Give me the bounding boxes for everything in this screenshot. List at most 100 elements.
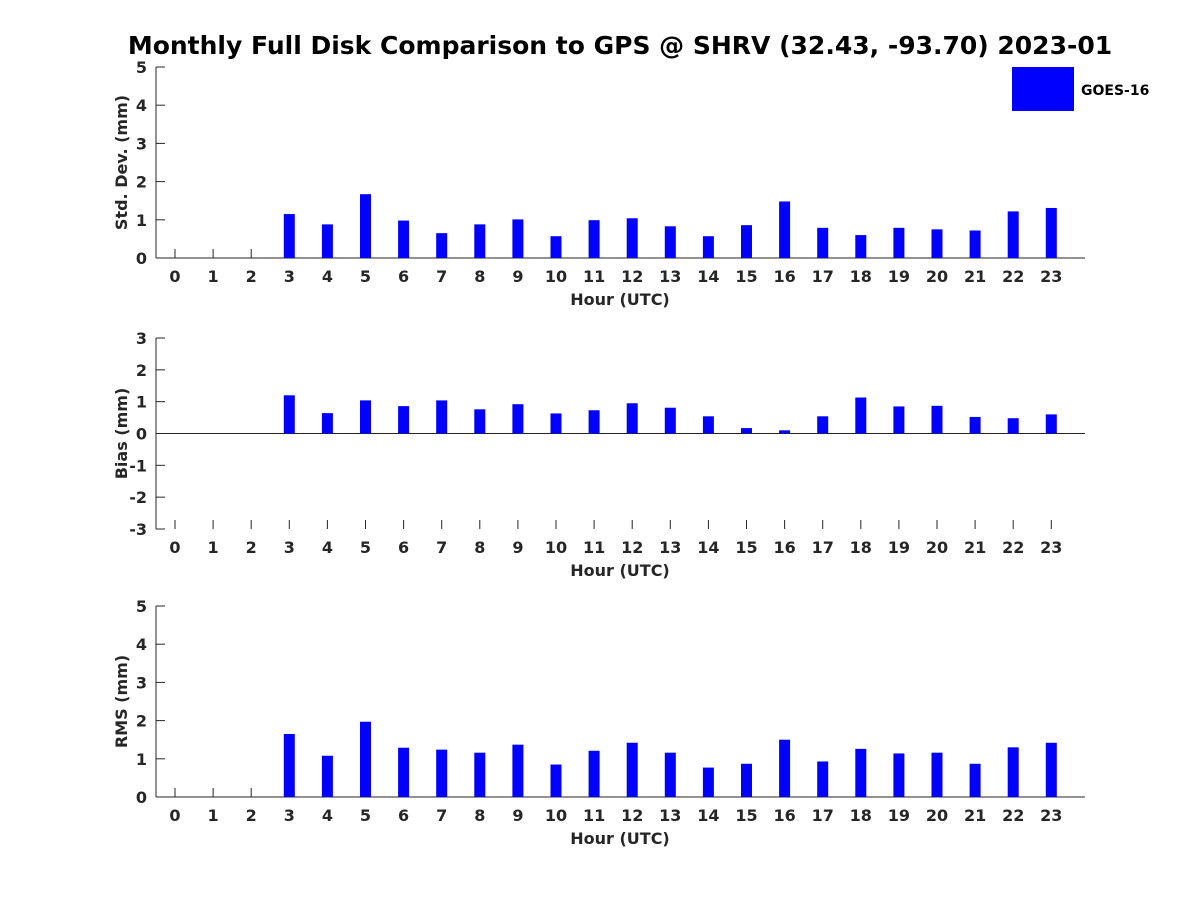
bar-hour-23 [1045,207,1057,258]
bar-hour-16 [779,430,791,434]
x-tick-label: 2 [246,267,257,286]
bar-hour-14 [702,236,714,258]
x-tick-label: 15 [735,806,757,825]
bar-hour-21 [969,763,981,797]
bar-hour-5 [360,721,371,797]
bar-hour-11 [588,410,600,434]
x-tick-label: 17 [812,538,834,557]
x-tick-label: 23 [1040,267,1062,286]
bar-hour-8 [474,752,486,797]
bar-hour-22 [1007,211,1019,258]
x-tick-label: 0 [169,538,180,557]
bar-hour-9 [512,404,524,434]
x-axis-label: Hour (UTC) [570,829,670,848]
x-tick-label: 18 [850,538,872,557]
y-tick-label: 2 [136,712,147,731]
x-tick-label: 23 [1040,538,1062,557]
bar-hour-7 [436,400,448,434]
x-tick-label: 15 [735,267,757,286]
bar-hour-18 [855,748,867,797]
bar-hour-4 [321,224,333,258]
x-tick-label: 3 [284,267,295,286]
x-tick-label: 6 [398,267,409,286]
x-tick-label: 13 [659,267,681,286]
figure-title: Monthly Full Disk Comparison to GPS @ SH… [128,31,1112,60]
x-tick-label: 5 [360,806,371,825]
y-tick-label: -1 [129,456,147,475]
x-tick-label: 22 [1002,267,1024,286]
x-tick-label: 1 [208,538,219,557]
y-tick-label: 0 [136,249,147,268]
bar-hour-11 [588,750,600,797]
x-tick-label: 3 [284,538,295,557]
y-axis-label: RMS (mm) [112,655,131,748]
x-tick-label: 6 [398,806,409,825]
x-tick-label: 14 [697,806,719,825]
bar-hour-17 [817,416,829,434]
y-tick-label: 4 [136,635,147,654]
x-tick-label: 13 [659,806,681,825]
x-tick-label: 3 [284,806,295,825]
x-tick-label: 4 [322,267,333,286]
x-tick-label: 2 [246,806,257,825]
x-tick-label: 21 [964,267,986,286]
y-axis-label: Std. Dev. (mm) [112,95,131,230]
bar-hour-20 [931,405,943,434]
bar-hour-18 [855,235,867,258]
bar-hour-6 [398,406,410,434]
x-tick-label: 16 [773,267,795,286]
x-tick-label: 7 [436,538,447,557]
y-tick-label: -3 [129,520,147,539]
bar-hour-22 [1007,418,1019,434]
y-tick-label: 4 [136,96,147,115]
bar-hour-9 [512,219,524,258]
x-tick-label: 1 [208,806,219,825]
x-tick-label: 22 [1002,806,1024,825]
x-tick-label: 18 [850,806,872,825]
bar-hour-3 [283,214,295,258]
x-tick-label: 15 [735,538,757,557]
x-tick-label: 12 [621,538,643,557]
x-tick-label: 21 [964,806,986,825]
bar-hour-8 [474,409,486,434]
y-tick-label: 3 [136,329,147,348]
bar-hour-8 [474,224,486,258]
x-tick-label: 20 [926,538,948,557]
bar-hour-15 [741,428,752,434]
x-tick-label: 17 [812,806,834,825]
x-tick-label: 10 [545,267,567,286]
bar-hour-4 [321,755,333,797]
x-tick-label: 10 [545,806,567,825]
x-tick-label: 20 [926,267,948,286]
bar-hour-12 [626,403,638,434]
x-tick-label: 19 [888,267,910,286]
bar-hour-19 [893,406,905,434]
x-tick-label: 8 [474,267,485,286]
y-tick-label: 3 [136,673,147,692]
x-tick-label: 19 [888,806,910,825]
x-tick-label: 12 [621,806,643,825]
bar-hour-16 [779,739,791,797]
bar-hour-7 [436,233,448,258]
bar-hour-14 [702,416,714,434]
x-tick-label: 5 [360,267,371,286]
x-tick-label: 7 [436,806,447,825]
bar-hour-12 [626,742,638,797]
bar-hour-15 [741,225,752,258]
x-tick-label: 18 [850,267,872,286]
bar-hour-16 [779,201,791,258]
bar-hour-7 [436,749,448,797]
bar-hour-6 [398,220,410,258]
x-tick-label: 11 [583,267,605,286]
bar-hour-5 [360,194,371,258]
bar-hour-13 [664,752,676,797]
bar-hour-3 [283,733,295,797]
x-tick-label: 8 [474,538,485,557]
legend-swatch-goes16 [1012,67,1074,111]
x-tick-label: 9 [512,806,523,825]
bar-hour-15 [741,763,752,797]
bar-hour-10 [550,764,562,797]
bar-hour-9 [512,744,524,797]
bar-hour-23 [1045,414,1057,434]
